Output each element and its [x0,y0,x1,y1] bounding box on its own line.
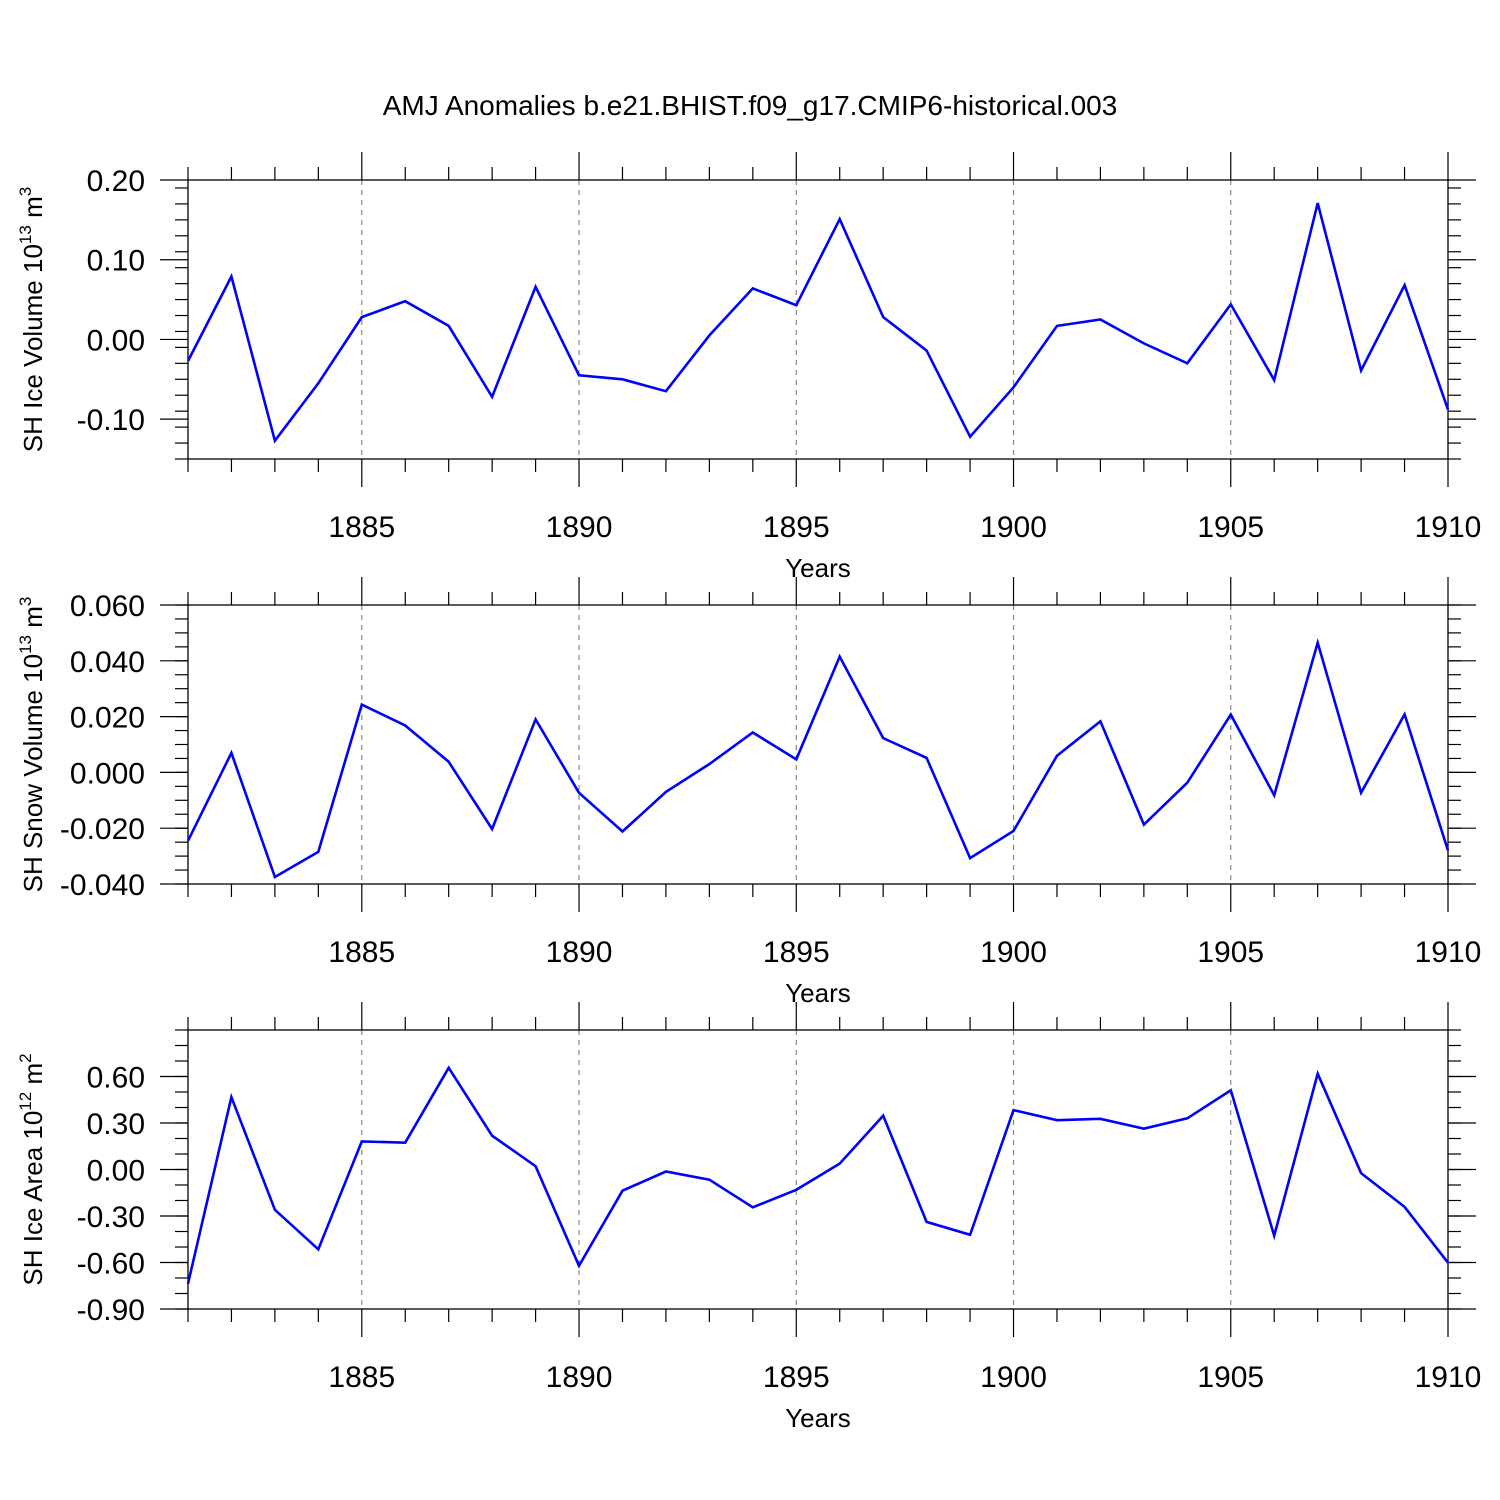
y-axis-title-main: SH Ice Volume 10 [18,244,48,452]
x-axis-title: Years [785,978,851,1008]
y-tick-label: -0.30 [77,1201,145,1234]
y-axis-title: SH Ice Area 1012 m2 [16,1053,48,1285]
figure-title: AMJ Anomalies b.e21.BHIST.f09_g17.CMIP6-… [383,90,1118,121]
y-tick-label: 0.040 [70,646,145,679]
y-axis-title-unit: m [18,196,48,225]
x-tick-label: 1885 [328,936,395,969]
x-tick-label: 1895 [763,511,830,544]
y-axis-title-unit-exponent: 3 [16,187,35,196]
y-axis-title-unit-exponent: 2 [16,1053,35,1062]
y-axis-title: SH Ice Volume 1013 m3 [16,187,48,452]
y-axis-title-unit: m [18,606,48,635]
x-tick-label: 1900 [980,511,1047,544]
y-tick-label: -0.10 [77,404,145,437]
series-line-ice-area [186,1065,1450,1284]
x-tick-label: 1910 [1415,936,1482,969]
panel-ice-volume: 0.20 0.10 0.00 -0.10 1885 1890 1895 1900 1905 191… [16,152,1481,583]
x-axis-title: Years [785,553,851,583]
x-tick-label: 1895 [763,936,830,969]
y-tick-label: -0.90 [77,1294,145,1327]
y-axis-title-exponent: 12 [16,1092,35,1111]
panel-ice-area: 0.60 0.30 0.00 -0.30 -0.60 -0.90 1885 1890 1895 1… [16,1002,1481,1433]
x-tick-label: 1905 [1197,1361,1264,1394]
x-tick-label: 1890 [546,511,613,544]
x-tick-label: 1895 [763,1361,830,1394]
y-tick-label: 0.30 [87,1108,145,1141]
y-tick-label: 0.00 [87,324,145,357]
y-axis-title-unit: m [18,1063,48,1092]
x-tick-label: 1910 [1415,511,1482,544]
series-line-ice-volume [186,202,1450,444]
y-tick-label: -0.60 [77,1248,145,1281]
plot-frame [187,604,1449,885]
y-tick-label: 0.060 [70,590,145,623]
y-tick-label: 0.60 [87,1062,145,1095]
panel-snow-volume: 0.060 0.040 0.020 0.000 -0.020 -0.040 1885 1890… [16,577,1481,1008]
y-tick-label: 0.00 [87,1155,145,1188]
x-tick-label: 1885 [328,511,395,544]
y-tick-label: -0.040 [60,869,145,902]
plot-frame [187,179,1449,460]
x-axis-title: Years [785,1403,851,1433]
y-tick-label: 0.20 [87,165,145,198]
y-axis-title-exponent: 13 [16,635,35,654]
x-tick-label: 1905 [1197,936,1264,969]
x-tick-label: 1890 [546,1361,613,1394]
x-tick-label: 1905 [1197,511,1264,544]
x-tick-label: 1910 [1415,1361,1482,1394]
series-line-snow-volume [186,637,1450,879]
y-tick-label: 0.020 [70,702,145,735]
x-tick-label: 1885 [328,1361,395,1394]
y-tick-label: 0.10 [87,245,145,278]
plot-frame [187,1029,1449,1310]
y-axis-title-unit-exponent: 3 [16,597,35,606]
x-tick-label: 1900 [980,1361,1047,1394]
x-tick-label: 1890 [546,936,613,969]
x-tick-label: 1900 [980,936,1047,969]
y-tick-label: 0.000 [70,757,145,790]
y-axis-title: SH Snow Volume 1013 m3 [16,597,48,893]
y-axis-title-main: SH Snow Volume 10 [18,654,48,892]
y-axis-title-main: SH Ice Area 10 [18,1111,48,1286]
y-tick-label: -0.020 [60,813,145,846]
y-axis-title-exponent: 13 [16,225,35,244]
